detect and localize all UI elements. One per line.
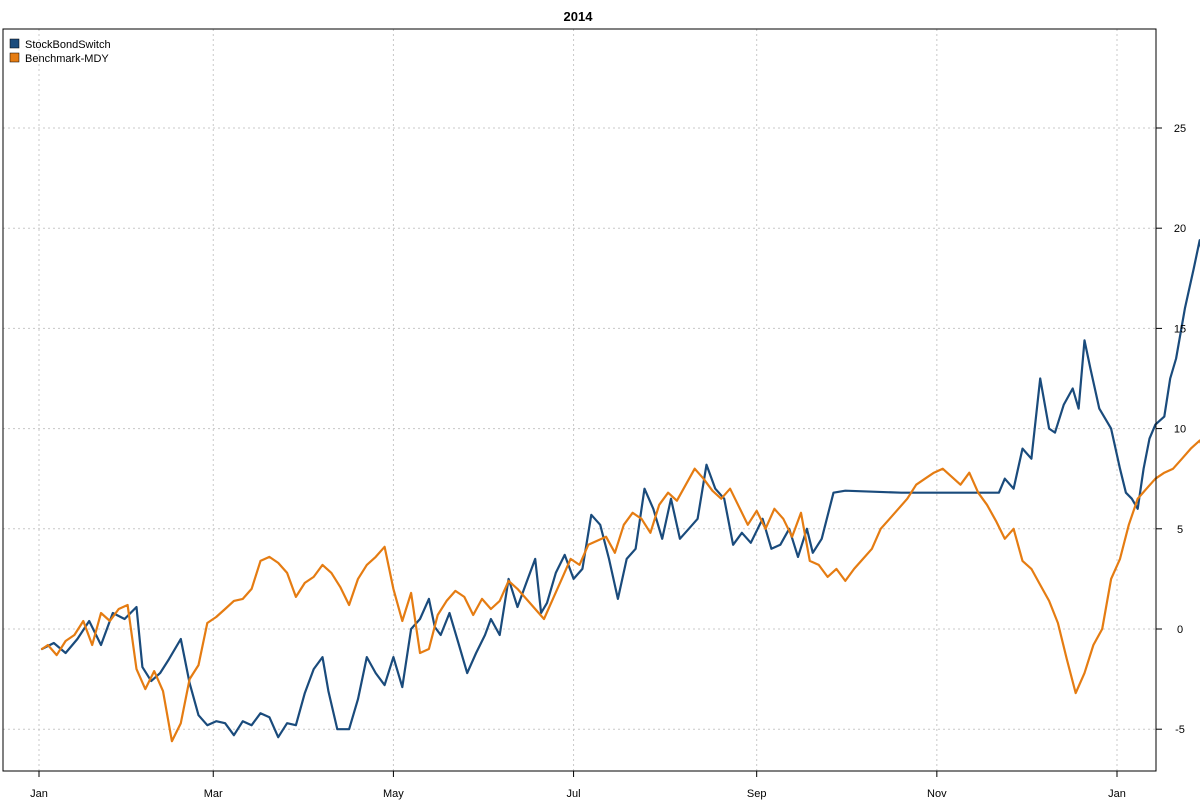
x-tick-label: Nov [927, 788, 947, 800]
legend-label-stockbondswitch: StockBondSwitch [25, 39, 111, 51]
x-tick-label: Jan [1108, 788, 1126, 800]
plot-frame [2, 28, 1157, 772]
legend: StockBondSwitch Benchmark-MDY [9, 38, 111, 65]
series-line-stockbondswitch [40, 239, 1200, 739]
y-tick-label: 20 [1174, 223, 1186, 235]
y-tick-label: 15 [1174, 323, 1186, 335]
x-tick-label: May [383, 788, 404, 800]
y-tick-label: -5 [1175, 724, 1185, 736]
y-tick-label: 0 [1177, 624, 1183, 636]
x-axis: Jan Mar May Jul Sep Nov Jan [30, 770, 1126, 800]
legend-label-benchmark-mdy: Benchmark-MDY [25, 53, 109, 65]
series-layer [40, 239, 1200, 743]
legend-swatch-stockbondswitch [9, 38, 20, 49]
y-tick-label: 5 [1177, 524, 1183, 536]
y-tick-label: 25 [1174, 123, 1186, 135]
x-tick-label: Jul [567, 788, 581, 800]
x-tick-label: Sep [747, 788, 767, 800]
x-tick-label: Mar [204, 788, 223, 800]
legend-swatch-benchmark-mdy [9, 52, 20, 63]
grid-layer [3, 29, 1156, 771]
y-tick-label: 10 [1174, 424, 1186, 436]
series-line-benchmark-mdy [40, 439, 1200, 743]
x-tick-label: Jan [30, 788, 48, 800]
chart-title: 2014 [564, 9, 594, 24]
y-axis: -5 0 5 10 15 20 25 [1155, 123, 1186, 736]
